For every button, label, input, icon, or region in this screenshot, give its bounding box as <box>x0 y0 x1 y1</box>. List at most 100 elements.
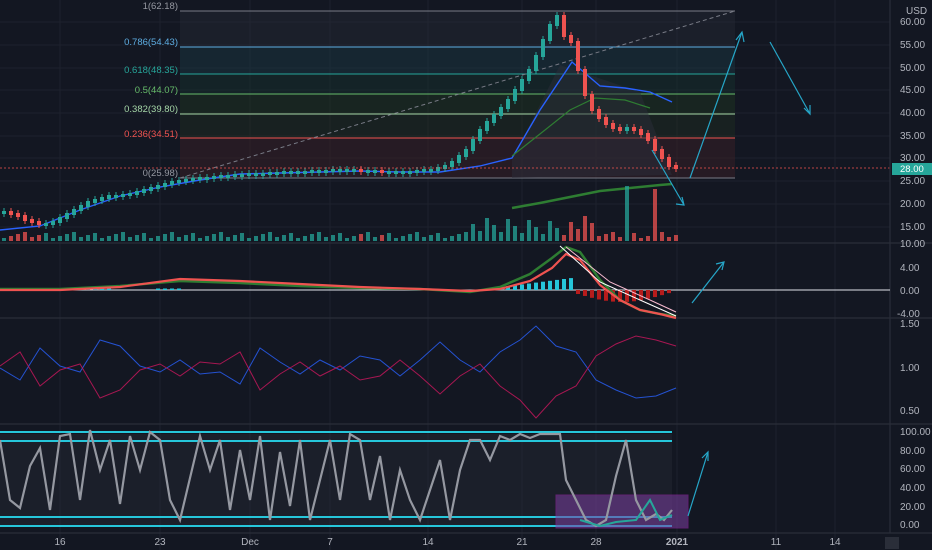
candle <box>478 129 482 141</box>
candle <box>149 187 153 191</box>
candle <box>352 169 356 172</box>
candle <box>436 167 440 171</box>
volume-bar <box>485 218 489 241</box>
candle <box>569 35 573 43</box>
volume-bar <box>660 232 664 241</box>
fibonacci-retracement[interactable]: 1(62.18) 0.786(54.43) 0.618(48.35) 0.5(4… <box>124 1 736 179</box>
candle <box>618 127 622 131</box>
price-tick: 15.00 <box>900 222 925 233</box>
macd-pane[interactable] <box>0 245 890 320</box>
candle <box>583 69 587 96</box>
signal-line <box>0 252 677 320</box>
candle <box>37 221 41 225</box>
fib-level-0: 0(25.98) <box>143 168 178 179</box>
volume-bar <box>527 220 531 241</box>
candle <box>65 213 69 219</box>
price-tick: 45.00 <box>900 85 925 96</box>
candle <box>408 171 412 174</box>
volume-bar <box>611 232 615 241</box>
volume-bar <box>324 237 328 241</box>
volume-bar <box>576 229 580 241</box>
candle <box>58 217 62 223</box>
candle <box>114 195 118 198</box>
volume-bar <box>303 236 307 241</box>
stoch-tick: 0.00 <box>900 520 920 531</box>
currency-label: USD <box>906 6 927 17</box>
volume-bar <box>51 238 55 241</box>
candle <box>128 193 132 196</box>
candle <box>590 94 594 111</box>
candle <box>359 169 363 172</box>
fib-level-1: 1(62.18) <box>143 1 178 12</box>
volume-bar <box>37 235 41 241</box>
sma-line <box>511 97 651 157</box>
volume-bar <box>562 235 566 241</box>
volume-bar <box>373 237 377 241</box>
volume-bar <box>408 234 412 241</box>
volume-bar <box>639 238 643 241</box>
stochastic-axis[interactable]: 100.00 80.00 60.00 40.00 20.00 0.00 <box>900 427 931 531</box>
candle <box>121 194 125 197</box>
macd-bar <box>527 283 531 290</box>
volume-bar <box>429 235 433 241</box>
price-axis[interactable]: USD 60.00 55.00 50.00 45.00 40.00 35.00 … <box>892 6 932 250</box>
candle <box>576 41 580 71</box>
volume-bar <box>667 237 671 241</box>
candle <box>485 121 489 131</box>
macd-bar <box>170 288 174 290</box>
volume-bar <box>534 227 538 241</box>
volume-bar <box>86 235 90 241</box>
volume-bar <box>590 223 594 241</box>
candle <box>135 191 139 195</box>
volume-bar <box>268 232 272 241</box>
candle <box>667 157 671 167</box>
projection-arrows[interactable] <box>651 30 811 206</box>
macd-bar <box>590 290 594 298</box>
volume-bar <box>2 238 6 241</box>
macd-axis[interactable]: 4.00 0.00 -4.00 <box>897 263 920 320</box>
macd-bar <box>639 290 643 301</box>
candle <box>233 174 237 177</box>
volume-bar <box>359 234 363 241</box>
volume-bar <box>394 238 398 241</box>
macd-bar <box>506 286 510 290</box>
candle <box>597 109 601 119</box>
volume-bar <box>177 237 181 241</box>
volume-bar <box>331 235 335 241</box>
ratio-red-line <box>0 335 677 419</box>
candle <box>212 176 216 179</box>
candle <box>44 223 48 226</box>
volume-bar <box>583 216 587 241</box>
ratio-pane[interactable] <box>0 325 677 419</box>
volume-bar <box>646 236 650 241</box>
time-tick: 2021 <box>666 537 689 548</box>
candle <box>268 172 272 175</box>
candle <box>499 107 503 116</box>
volume-bar <box>443 238 447 241</box>
fib-level-05: 0.5(44.07) <box>135 85 178 96</box>
time-tick: 23 <box>154 537 166 548</box>
candle <box>401 171 405 174</box>
ratio-axis[interactable]: 1.50 1.00 0.50 <box>900 319 920 417</box>
volume-bar <box>296 238 300 241</box>
volume-bar <box>499 232 503 241</box>
stoch-tick: 80.00 <box>900 446 925 457</box>
candle <box>387 171 391 174</box>
stochastic-pane[interactable] <box>0 429 709 529</box>
time-tick: 28 <box>590 537 602 548</box>
candle <box>282 171 286 174</box>
settings-icon[interactable] <box>885 537 899 549</box>
stoch-tick: 100.00 <box>900 427 931 438</box>
pane-separators[interactable] <box>0 0 932 534</box>
candle <box>254 173 258 176</box>
time-axis[interactable]: 16 23 Dec 7 14 21 28 2021 11 14 <box>54 537 899 549</box>
candle <box>296 171 300 174</box>
candle <box>317 170 321 173</box>
volume-bar <box>247 238 251 241</box>
volume-bar <box>233 235 237 241</box>
candle <box>107 195 111 199</box>
fib-level-0786: 0.786(54.43) <box>124 37 178 48</box>
price-tick: 25.00 <box>900 176 925 187</box>
macd-bar <box>555 279 559 290</box>
